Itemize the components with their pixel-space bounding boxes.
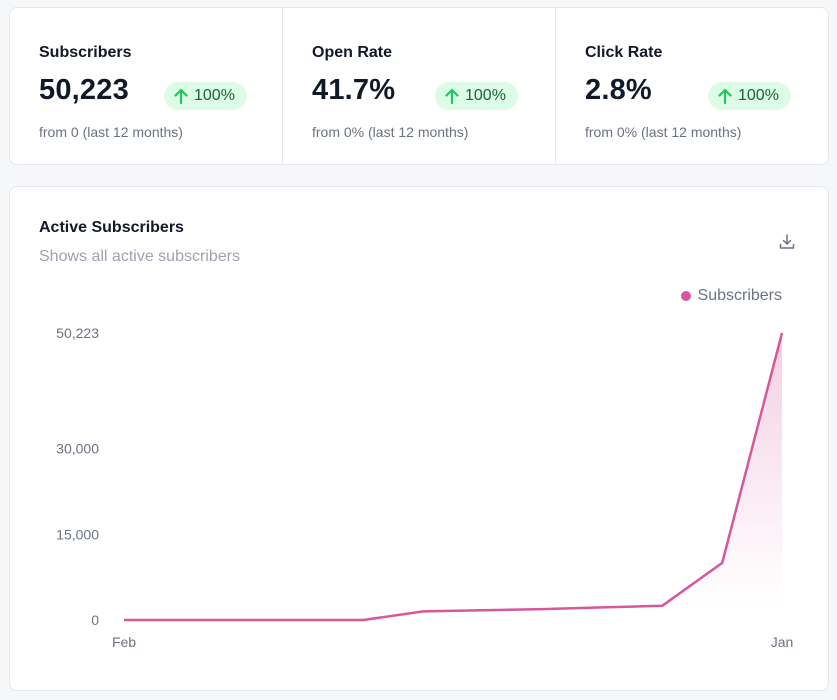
change-value: 100%	[465, 87, 506, 104]
change-badge: 100%	[164, 82, 247, 110]
stat-subtext: from 0 (last 12 months)	[39, 124, 183, 140]
data-point[interactable]	[241, 617, 247, 623]
data-point[interactable]	[719, 560, 725, 566]
x-tick-label: Feb	[112, 634, 136, 650]
stat-open-rate: Open Rate 41.7% 100% from 0% (last 12 mo…	[283, 8, 556, 164]
y-tick-label: 30,000	[56, 441, 99, 457]
arrow-up-icon	[445, 88, 459, 104]
change-value: 100%	[738, 87, 779, 104]
arrow-up-icon	[174, 88, 188, 104]
chart-card: Active Subscribers Shows all active subs…	[9, 186, 829, 691]
y-tick-label: 15,000	[56, 526, 99, 542]
stat-label: Click Rate	[585, 44, 663, 61]
x-tick-label: Jan	[771, 634, 794, 650]
stat-label: Subscribers	[39, 44, 132, 61]
stat-value: 41.7%	[312, 74, 396, 106]
data-point[interactable]	[600, 604, 606, 610]
stat-label: Open Rate	[312, 44, 393, 61]
data-point[interactable]	[301, 617, 307, 623]
data-point[interactable]	[420, 608, 426, 614]
stat-subtext: from 0% (last 12 months)	[312, 124, 469, 140]
y-tick-label: 50,223	[56, 325, 99, 341]
stats-card: Subscribers 50,223 100% from 0 (last 12 …	[9, 7, 829, 165]
data-point[interactable]	[779, 330, 785, 336]
legend-label: Subscribers	[697, 287, 782, 304]
data-point[interactable]	[659, 603, 665, 609]
change-badge: 100%	[435, 82, 518, 110]
arrow-up-icon	[718, 88, 732, 104]
change-value: 100%	[194, 87, 235, 104]
download-icon	[779, 234, 795, 249]
stat-value: 2.8%	[585, 74, 652, 106]
chart-subtitle: Shows all active subscribers	[39, 248, 240, 265]
chart-plot: 50,223 30,000 15,000 0 Feb Jan	[56, 325, 794, 650]
data-point[interactable]	[480, 607, 486, 613]
series-area	[124, 333, 782, 620]
y-tick-label: 0	[91, 612, 99, 628]
stat-subtext: from 0% (last 12 months)	[585, 124, 742, 140]
data-point[interactable]	[540, 606, 546, 612]
stat-subscribers: Subscribers 50,223 100% from 0 (last 12 …	[10, 8, 283, 164]
series-line-subscribers	[124, 332, 784, 622]
data-point[interactable]	[181, 617, 187, 623]
legend-dot	[680, 291, 691, 301]
data-point[interactable]	[121, 617, 127, 623]
chart-legend: Subscribers	[680, 287, 782, 305]
download-button[interactable]	[776, 231, 798, 253]
stat-click-rate: Click Rate 2.8% 100% from 0% (last 12 mo…	[556, 8, 828, 164]
chart-title: Active Subscribers	[39, 219, 184, 236]
data-point[interactable]	[360, 617, 366, 623]
change-badge: 100%	[708, 82, 791, 110]
stat-value: 50,223	[39, 74, 129, 106]
